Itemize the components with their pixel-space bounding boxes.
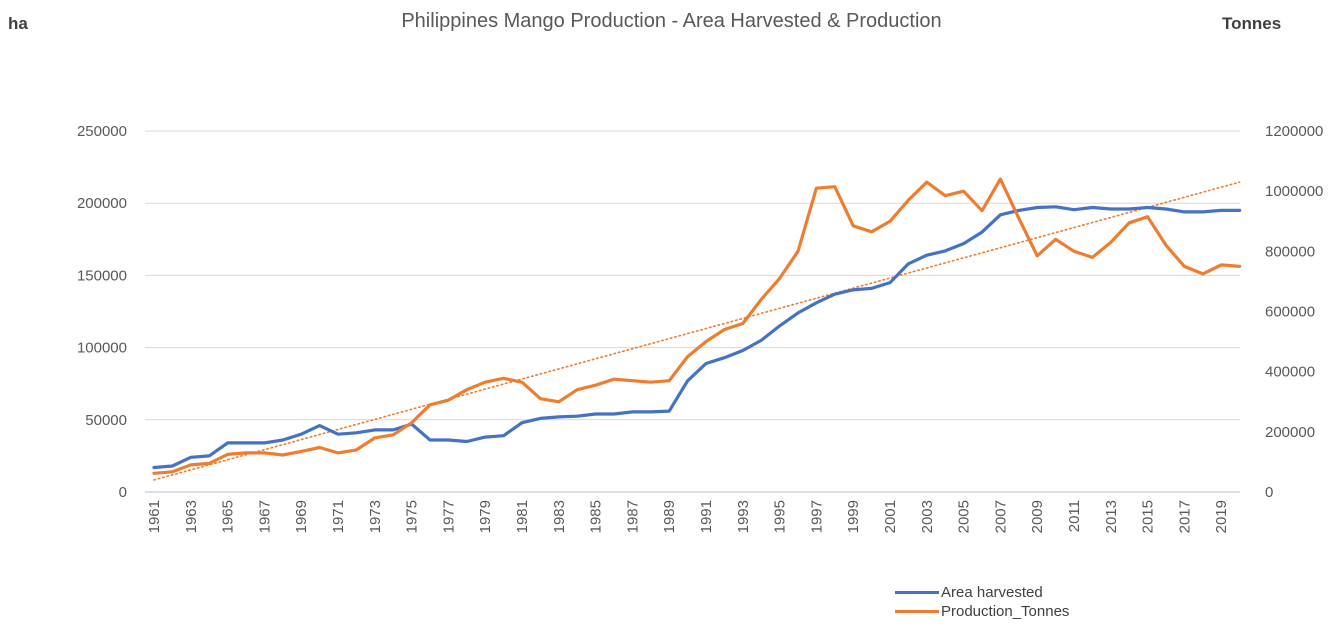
x-axis-tick-label: 1981 [514, 500, 531, 533]
right-axis-tick-label: 200000 [1265, 424, 1315, 441]
chart-title: Philippines Mango Production - Area Harv… [401, 10, 942, 32]
production-trendline [153, 181, 1241, 481]
x-axis-tick-label: 1977 [440, 500, 457, 533]
x-axis-tick-label: 1985 [588, 500, 605, 533]
x-axis-tick-label: 1965 [220, 500, 237, 533]
right-axis-tick-label: 0 [1265, 484, 1273, 501]
right-axis-tick-label: 600000 [1265, 304, 1315, 321]
left-axis-unit: ha [8, 14, 28, 33]
x-axis-tick-label: 1975 [404, 500, 421, 533]
x-axis-tick-label: 1971 [330, 500, 347, 533]
x-axis-tick-label: 2003 [919, 500, 936, 533]
legend-item-production: Production_Tonnes [895, 602, 1069, 621]
x-axis-tick-label: 1983 [551, 500, 568, 533]
x-axis-tick-label: 1973 [367, 500, 384, 533]
right-axis-tick-label: 1000000 [1265, 183, 1323, 200]
chart-legend: Area harvested Production_Tonnes [895, 583, 1069, 621]
x-axis-tick-label: 2001 [882, 500, 899, 533]
legend-label-production: Production_Tonnes [941, 603, 1070, 620]
x-axis-tick-label: 1969 [293, 500, 310, 533]
x-axis-tick-label: 1991 [698, 500, 715, 533]
right-axis-unit: Tonnes [1222, 14, 1282, 33]
x-axis-tick-label: 1987 [624, 500, 641, 533]
series-line-production [152, 177, 1242, 475]
x-axis-tick-label: 1993 [735, 500, 752, 533]
left-axis-tick-label: 250000 [77, 123, 127, 140]
x-axis-tick-label: 1961 [146, 500, 163, 533]
legend-swatch-area [895, 591, 939, 594]
right-axis-tick-label: 1200000 [1265, 123, 1323, 140]
x-axis-tick-label: 2011 [1066, 500, 1083, 532]
x-axis-tick-label: 1979 [477, 500, 494, 533]
right-axis-tick-label: 800000 [1265, 243, 1315, 260]
left-axis-tick-label: 200000 [77, 195, 127, 212]
x-axis-tick-label: 1963 [183, 500, 200, 533]
right-axis-tick-label: 400000 [1265, 364, 1315, 381]
x-axis-tick-label: 1999 [845, 500, 862, 533]
legend-label-area: Area harvested [941, 584, 1043, 601]
left-axis-tick-label: 50000 [85, 412, 127, 429]
x-axis-tick-label: 2005 [956, 500, 973, 533]
x-axis-tick-label: 2019 [1213, 500, 1230, 533]
x-axis-tick-label: 1989 [661, 500, 678, 533]
series-line-area-harvested [152, 205, 1242, 470]
x-axis-tick-label: 1997 [808, 500, 825, 533]
left-axis-tick-label: 0 [119, 484, 127, 501]
x-axis-tick-label: 2017 [1176, 500, 1193, 533]
x-axis-tick-label: 1995 [772, 500, 789, 533]
left-axis-tick-label: 150000 [77, 267, 127, 284]
legend-swatch-production [895, 610, 939, 613]
x-axis-tick-label: 2015 [1140, 500, 1157, 533]
legend-item-area: Area harvested [895, 583, 1069, 602]
x-axis-tick-label: 2013 [1103, 500, 1120, 533]
x-axis-tick-label: 2009 [1029, 500, 1046, 533]
x-axis-tick-label: 1967 [256, 500, 273, 533]
x-axis-tick-label: 2007 [992, 500, 1009, 533]
left-axis-tick-label: 100000 [77, 340, 127, 357]
